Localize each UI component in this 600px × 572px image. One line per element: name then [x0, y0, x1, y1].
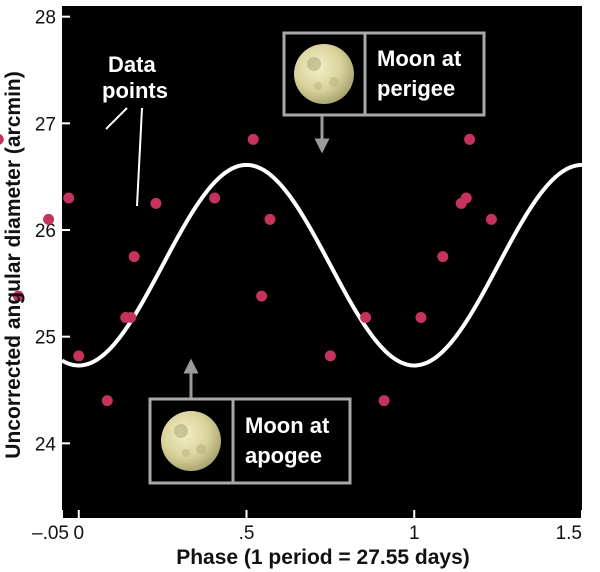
data-point	[125, 311, 137, 323]
data-point	[264, 213, 276, 225]
callout-line-2: perigee	[377, 76, 455, 101]
full-moon-icon	[294, 44, 354, 104]
data-point	[415, 311, 427, 323]
apogee-callout: Moon at apogee	[148, 358, 352, 485]
y-tick-label: 28	[35, 8, 56, 29]
data-point	[0, 134, 4, 145]
data-points-annotation: Data points	[102, 52, 168, 207]
data-point	[101, 395, 113, 407]
data-point	[324, 350, 336, 362]
data-point	[464, 133, 476, 145]
y-tick-label: 25	[35, 328, 56, 349]
y-tick-label: 24	[35, 434, 57, 455]
data-point	[150, 197, 162, 209]
perigee-callout: Moon at perigee	[282, 31, 486, 154]
data-points	[0, 133, 497, 407]
data-point	[437, 251, 449, 263]
leader-line-2	[136, 107, 143, 207]
y-tick-label: 26	[35, 221, 56, 242]
data-point	[460, 192, 472, 204]
data-point	[247, 133, 259, 145]
full-moon-icon	[161, 411, 221, 471]
data-point	[43, 213, 55, 225]
x-tick-label: –.05	[32, 523, 69, 544]
data-point	[209, 192, 221, 204]
data-point	[12, 290, 24, 302]
annotation-line-1: Data	[108, 52, 156, 77]
data-point	[128, 251, 140, 263]
data-point	[485, 213, 497, 225]
data-point	[63, 192, 75, 204]
leader-line-1	[105, 107, 128, 130]
callout-line-1: Moon at	[377, 46, 462, 71]
callout-line-1: Moon at	[245, 413, 330, 438]
data-point	[360, 311, 372, 323]
annotation-line-2: points	[102, 78, 168, 103]
y-tick-label: 27	[35, 114, 56, 135]
x-tick-label: 1	[409, 523, 420, 544]
x-axis-title: Phase (1 period = 27.55 days)	[176, 546, 470, 569]
data-point	[256, 290, 268, 302]
y-axis-title: Uncorrected angular diameter (arcmin)	[2, 71, 25, 458]
x-tick-label: 0	[73, 523, 84, 544]
data-point	[73, 350, 85, 362]
x-tick-label: .5	[239, 523, 255, 544]
x-tick-label: 1.5	[556, 523, 582, 544]
callout-line-2: apogee	[245, 443, 322, 468]
x-axis-ticks: –.05 0 .5 1 1.5	[32, 510, 583, 544]
data-point	[378, 395, 390, 407]
model-curve	[61, 162, 583, 368]
y-axis-ticks: 24 25 26 27 28	[35, 8, 70, 455]
